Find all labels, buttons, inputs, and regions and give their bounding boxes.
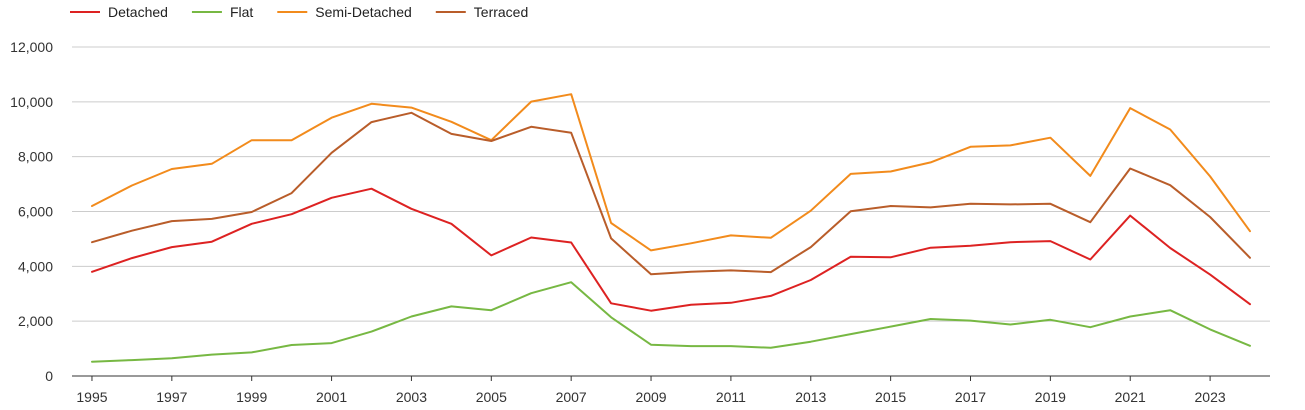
y-tick-label: 10,000	[10, 94, 53, 110]
series-line-flat	[91, 281, 1251, 363]
x-tick-label: 2017	[955, 389, 986, 405]
grid-lines	[72, 46, 1270, 322]
x-tick-label: 1997	[156, 389, 187, 405]
x-tick-label: 2013	[795, 389, 826, 405]
x-tick-label: 1999	[236, 389, 267, 405]
legend-item: Semi-Detached	[277, 4, 412, 20]
legend-label: Detached	[108, 4, 168, 20]
x-tick-label: 2023	[1195, 389, 1226, 405]
x-tick-label: 2003	[396, 389, 427, 405]
y-tick-label: 6,000	[18, 204, 53, 220]
series-line-semi-detached	[91, 93, 1251, 252]
x-tick-label: 1995	[76, 389, 107, 405]
y-tick-label: 4,000	[18, 258, 53, 274]
series-line-terraced	[91, 111, 1251, 276]
legend-label: Flat	[230, 4, 253, 20]
y-tick-label: 0	[45, 368, 53, 384]
y-tick-label: 2,000	[18, 313, 53, 329]
x-tick-label: 2011	[716, 389, 746, 405]
x-tick-label: 2007	[556, 389, 587, 405]
legend: Detached Flat Semi-Detached Terraced	[70, 4, 528, 20]
legend-label: Semi-Detached	[315, 4, 412, 20]
legend-label: Terraced	[474, 4, 528, 20]
axes: 0 2,000 4,000 6,000 8,000 10,000 12,000 1995 199…	[10, 39, 1270, 405]
x-tick-label: 2021	[1115, 389, 1146, 405]
x-tick-label: 2001	[316, 389, 347, 405]
legend-item: Flat	[191, 4, 253, 20]
x-tick-label: 2019	[1035, 389, 1066, 405]
y-tick-label: 8,000	[18, 149, 53, 165]
series-line-detached	[91, 187, 1251, 312]
y-tick-label: 12,000	[10, 39, 53, 55]
x-tick-label: 2009	[635, 389, 666, 405]
x-tick-label: 2005	[476, 389, 507, 405]
legend-item: Detached	[70, 4, 168, 20]
legend-item: Terraced	[435, 4, 528, 20]
x-tick-label: 2015	[875, 389, 906, 405]
series-lines	[91, 93, 1251, 363]
